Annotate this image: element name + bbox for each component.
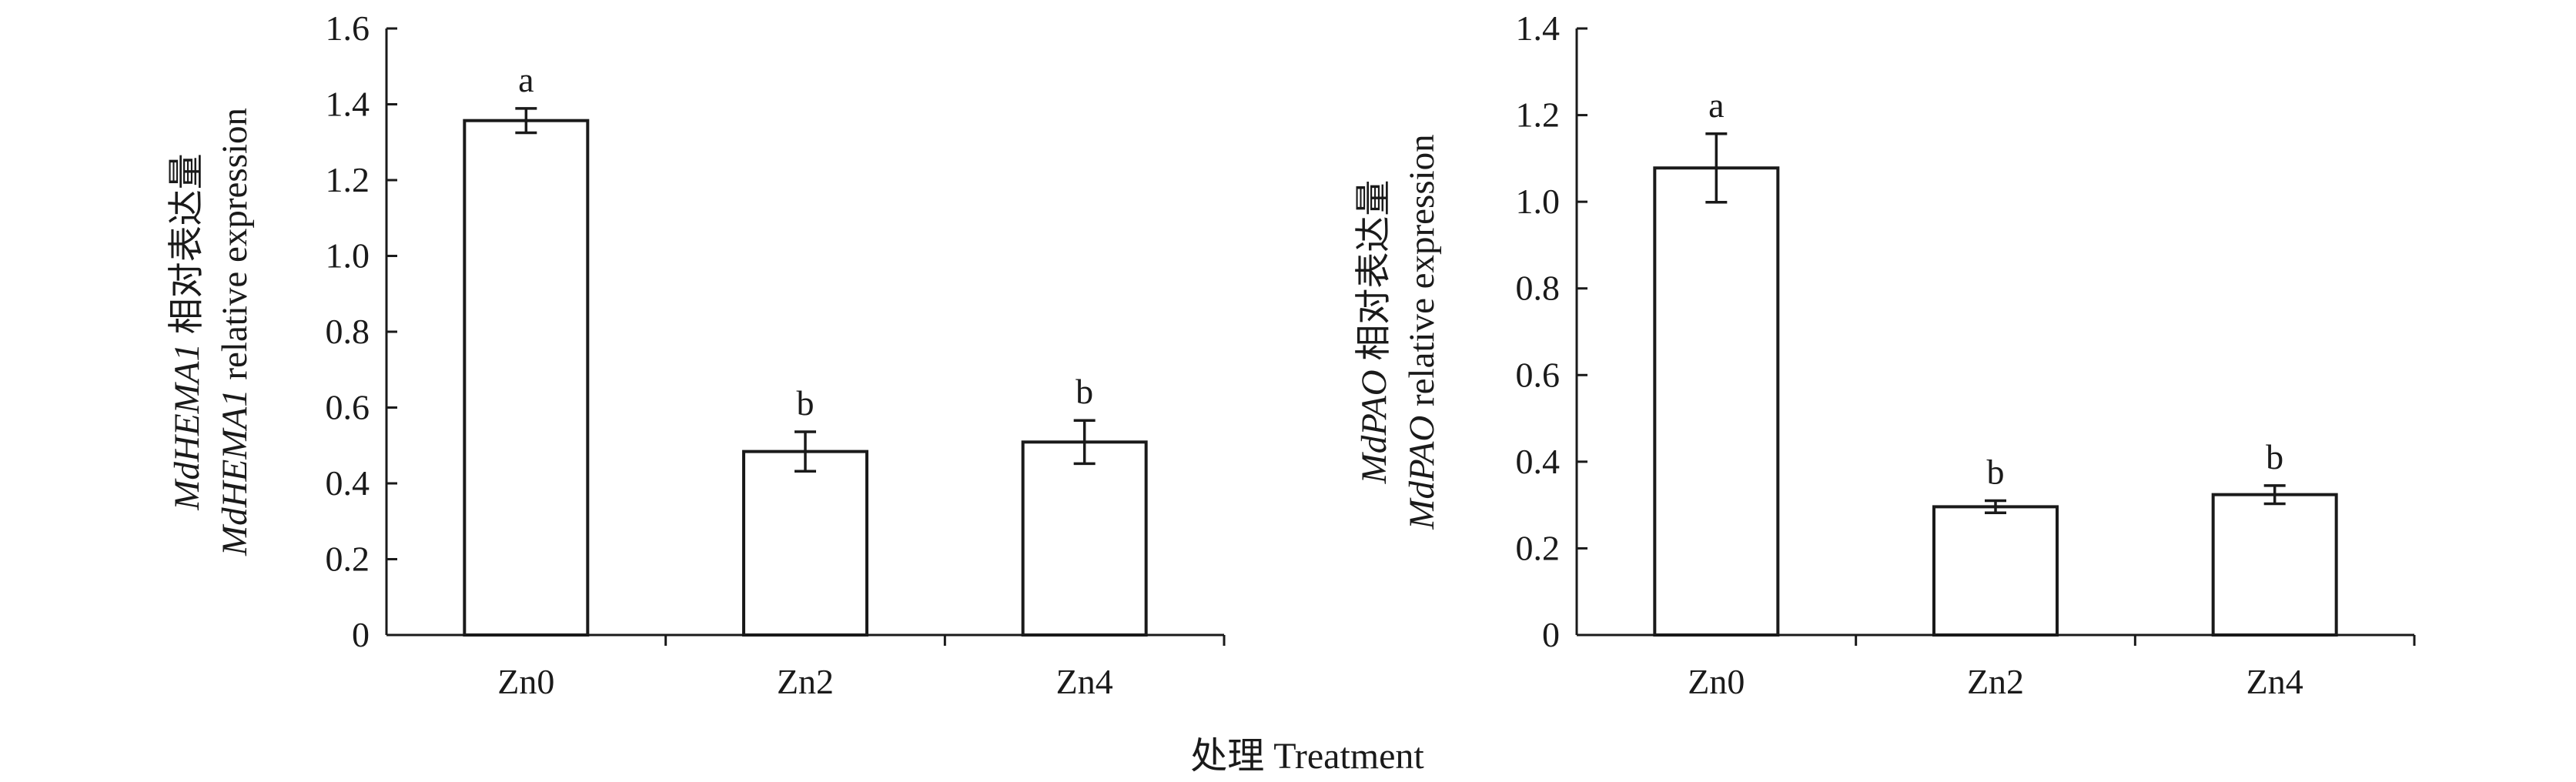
significance-letter: b bbox=[2266, 437, 2283, 476]
y-tick-label: 1.6 bbox=[326, 8, 370, 48]
significance-letter: a bbox=[1708, 85, 1724, 125]
x-axis-label: 处理 Treatment bbox=[1190, 736, 1424, 777]
y-tick-label: 0.6 bbox=[1516, 355, 1561, 394]
y-axis-label-text: 相对表达量 bbox=[167, 153, 207, 343]
y-tick-label: 0.8 bbox=[326, 312, 370, 351]
y-tick-label: 0.8 bbox=[1516, 269, 1561, 308]
significance-letter: a bbox=[518, 60, 534, 99]
category-label: Zn2 bbox=[1967, 662, 2024, 701]
bar-zn0 bbox=[463, 119, 590, 637]
significance-letter: b bbox=[1076, 372, 1093, 411]
y-tick-label: 0.2 bbox=[1516, 528, 1561, 567]
y-axis-label-text: 相对表达量 bbox=[1354, 180, 1394, 370]
bar-zn4 bbox=[2211, 493, 2338, 637]
y-axis-label-gene: MdHEMA1 bbox=[167, 343, 207, 511]
bar-zn2 bbox=[742, 449, 868, 637]
y-tick-label: 1.2 bbox=[326, 160, 370, 199]
y-tick-label: 0 bbox=[352, 615, 370, 654]
y-axis-label-gene: MdHEMA1 bbox=[215, 389, 255, 556]
y-tick-label: 0.2 bbox=[326, 540, 370, 579]
y-tick-label: 1.0 bbox=[1516, 182, 1561, 221]
y-axis-label-text: relative expression bbox=[215, 108, 255, 389]
y-tick-label: 0.6 bbox=[326, 388, 370, 427]
y-axis-label-gene: MdPAO bbox=[1402, 416, 1442, 530]
y-axis-label: MdHEMA1 relative expression bbox=[215, 108, 255, 556]
category-label: Zn2 bbox=[777, 662, 834, 701]
chart-panel-hema1: 0 0.2 0.4 0.6 0.8 1.0 1.2 1.4 1.6 a Zn0 b Zn2 b Zn4 MdH… bbox=[167, 8, 1226, 701]
significance-letter: b bbox=[1987, 453, 2005, 492]
y-tick-label: 0 bbox=[1542, 615, 1560, 654]
y-axis-label-text: relative expression bbox=[1402, 134, 1442, 415]
bar-zn0 bbox=[1653, 166, 1780, 637]
y-tick-label: 0.4 bbox=[1516, 442, 1561, 481]
y-tick-label: 1.4 bbox=[326, 85, 370, 124]
y-tick-label: 1.4 bbox=[1516, 8, 1561, 48]
bar-zn4 bbox=[1021, 440, 1148, 637]
y-tick-label: 1.2 bbox=[1516, 95, 1561, 135]
y-axis-label: MdPAO 相对表达量 bbox=[1354, 180, 1394, 485]
y-axis-label-gene: MdPAO bbox=[1354, 369, 1394, 484]
y-axis-label: MdHEMA1 相对表达量 bbox=[167, 153, 207, 510]
significance-letter: b bbox=[797, 383, 815, 423]
category-label: Zn0 bbox=[1688, 662, 1745, 701]
y-tick-label: 1.0 bbox=[326, 236, 370, 276]
chart-panel-pao: 0 0.2 0.4 0.6 0.8 1.0 1.2 1.4 a Zn0 b Zn2 b Zn4 MdPAO … bbox=[1354, 8, 2416, 701]
bar-zn2 bbox=[1932, 505, 2059, 637]
y-tick-label: 0.4 bbox=[326, 463, 370, 503]
category-label: Zn4 bbox=[1056, 662, 1113, 701]
category-label: Zn0 bbox=[497, 662, 554, 701]
y-axis-label: MdPAO relative expression bbox=[1402, 134, 1442, 530]
category-label: Zn4 bbox=[2246, 662, 2303, 701]
